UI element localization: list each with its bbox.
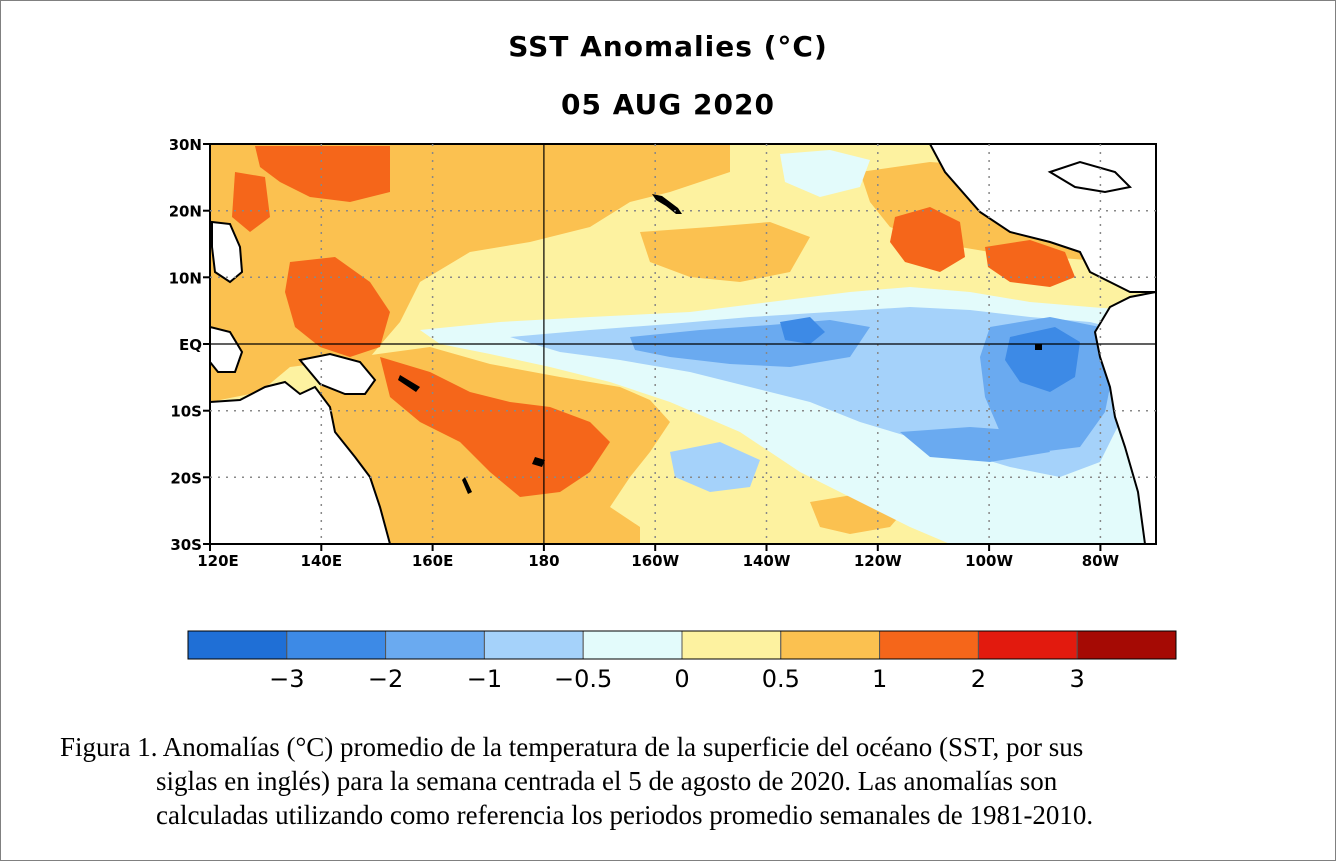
lat-label-30n: 30N: [170, 136, 202, 154]
colorbar-tick-label: 0: [674, 665, 689, 693]
colorbar: −3 −2 −1 −0.5 0 0.5 1 2 3: [187, 630, 1177, 693]
colorbar-swatch: [483, 630, 584, 660]
lon-label-180: 180: [528, 552, 559, 570]
sst-anomaly-map: 30N 20N 10N EQ 10S 20S 30S 120E 140E 160…: [170, 136, 1157, 570]
anomaly-cold-south: [670, 442, 760, 492]
land-hawaii: [652, 194, 682, 214]
colorbar-tick-label: −3: [269, 665, 304, 693]
colorbar-swatch: [879, 630, 979, 660]
colorbar-swatch: [187, 630, 288, 660]
figure-caption: Figura 1. Anomalías (°C) promedio de la …: [60, 730, 1300, 832]
land-solomon: [398, 375, 420, 392]
colorbar-tick-label: 2: [971, 665, 986, 693]
lat-label-10n: 10N: [170, 269, 202, 287]
lon-label-160w: 160W: [631, 552, 679, 570]
map-date: 05 AUG 2020: [561, 88, 775, 121]
lat-label-eq: EQ: [179, 336, 202, 354]
colorbar-tick-label: 1: [872, 665, 887, 693]
caption-line-2: siglas en inglés) para la semana centrad…: [156, 766, 1058, 796]
land-vanuatu: [462, 477, 472, 494]
land-fiji: [532, 457, 545, 467]
lon-label-160e: 160E: [412, 552, 454, 570]
colorbar-swatch: [385, 630, 485, 660]
colorbar-tick-label: −1: [467, 665, 502, 693]
colorbar-tick-label: 3: [1070, 665, 1085, 693]
colorbar-swatch: [681, 630, 782, 660]
colorbar-swatch: [1076, 630, 1177, 660]
anomaly-coldest-central: [780, 317, 825, 344]
anomaly-hot-ne1: [890, 207, 965, 272]
map-title: SST Anomalies (°C): [508, 30, 828, 63]
lon-label-120w: 120W: [854, 552, 902, 570]
colorbar-tick-label: −2: [368, 665, 403, 693]
colorbar-swatches: [187, 630, 1177, 660]
colorbar-border: [187, 630, 1177, 660]
lon-label-120e: 120E: [197, 552, 239, 570]
lat-label-10s: 10S: [170, 403, 202, 421]
lon-label-140e: 140E: [301, 552, 343, 570]
lon-label-140w: 140W: [743, 552, 791, 570]
colorbar-swatch: [582, 630, 683, 660]
anomaly-hot-nw: [255, 146, 390, 202]
colorbar-swatch: [977, 630, 1078, 660]
anomaly-cool-n: [780, 150, 870, 197]
lat-label-30s: 30S: [170, 536, 202, 554]
axis-ticks: [203, 143, 1102, 551]
anomaly-hot-west: [285, 257, 390, 357]
colorbar-swatch: [780, 630, 881, 660]
land-australia: [210, 380, 392, 544]
lon-label-80w: 80W: [1082, 552, 1120, 570]
colorbar-tick-label: 0.5: [762, 665, 800, 693]
anomaly-warm-central-n: [640, 222, 810, 282]
land-new-guinea: [298, 352, 377, 395]
anomaly-colder-sw: [900, 427, 1050, 462]
anomaly-coldest-east: [1005, 327, 1080, 392]
lon-label-100w: 100W: [965, 552, 1013, 570]
colorbar-tick-label: −0.5: [554, 665, 612, 693]
land-yucatan-cuba: [1047, 160, 1133, 194]
land-south-america: [1093, 290, 1156, 544]
lat-label-20s: 20S: [170, 469, 202, 487]
anomaly-hot-spcz: [380, 357, 610, 497]
caption-line-3: calculadas utilizando como referencia lo…: [156, 800, 1094, 830]
land-indonesia: [210, 325, 244, 373]
caption-line-1: Figura 1. Anomalías (°C) promedio de la …: [60, 732, 1084, 762]
land-galapagos: [1035, 344, 1042, 350]
lat-label-20n: 20N: [170, 203, 202, 221]
anomaly-hot-west2: [232, 172, 270, 232]
anomaly-hot-ne2: [985, 240, 1075, 287]
colorbar-swatch: [286, 630, 387, 660]
